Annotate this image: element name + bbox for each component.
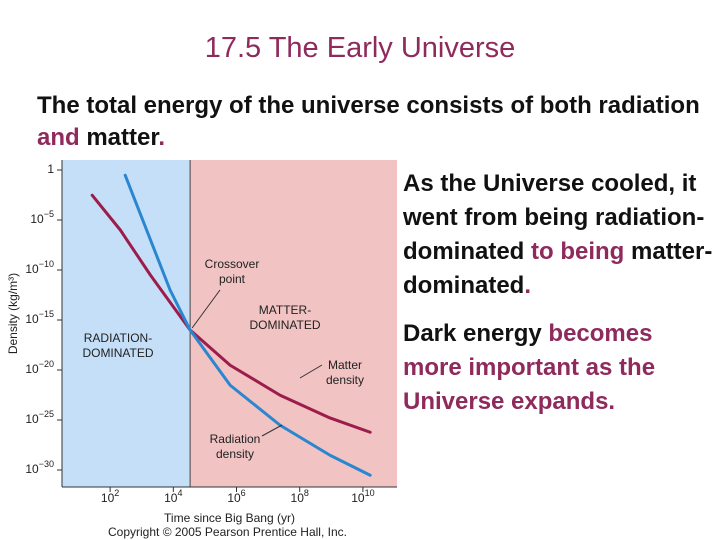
- annotation: MATTER-: [259, 303, 311, 317]
- paragraph: As the Universe cooled, it went from bei…: [403, 167, 713, 303]
- tick-base: 10: [25, 312, 39, 326]
- text-run: .: [524, 272, 532, 299]
- tick-exp: −15: [39, 309, 54, 319]
- density-line: [90, 193, 372, 434]
- y-tick-label: 10−15: [25, 309, 54, 326]
- text-run: and: [37, 124, 87, 151]
- tick-exp: −20: [39, 359, 54, 369]
- tick-base: 10: [227, 491, 241, 505]
- y-tick-label: 10−5: [30, 209, 54, 226]
- text-run: As the Universe cooled, it went from bei…: [403, 170, 705, 265]
- text-run: .: [158, 124, 166, 151]
- intro-text: The total energy of the universe consist…: [37, 90, 707, 154]
- x-tick-label: 104: [164, 488, 182, 505]
- x-tick-label: 108: [291, 488, 309, 505]
- tick-base: 10: [30, 212, 44, 226]
- text-run: becomes more important as the Universe e…: [403, 320, 656, 415]
- paragraph: Dark energy becomes more important as th…: [403, 317, 713, 419]
- annotation: Matter: [328, 358, 362, 372]
- tick-exp: 8: [304, 488, 309, 498]
- y-tick-label: 10−20: [25, 359, 54, 376]
- side-text: As the Universe cooled, it went from bei…: [403, 167, 713, 433]
- tick-base: 10: [351, 491, 365, 505]
- pointer: [261, 424, 283, 437]
- tick-exp: −30: [39, 459, 54, 469]
- tick-exp: 6: [241, 488, 246, 498]
- text-run: The total energy of the universe consist…: [37, 92, 700, 119]
- tick-exp: 10: [365, 488, 375, 498]
- density-line: [123, 173, 372, 477]
- y-tick-label: 10−25: [25, 409, 54, 426]
- y-tick-label: 10−10: [25, 259, 54, 276]
- x-tick-label: 102: [101, 488, 119, 505]
- text-run: to being: [524, 238, 631, 265]
- y-axis-label: Density (kg/m³): [6, 273, 20, 354]
- annotation: density: [326, 373, 364, 387]
- tick-exp: 2: [114, 488, 119, 498]
- annotation: Crossover: [205, 257, 260, 271]
- tick-exp: −25: [39, 409, 54, 419]
- tick-base: 10: [25, 462, 39, 476]
- text-run: matter: [86, 124, 159, 151]
- tick-base: 10: [25, 412, 39, 426]
- credit: Copyright © 2005 Pearson Prentice Hall, …: [108, 525, 347, 539]
- annotation: DOMINATED: [82, 346, 153, 360]
- annotation: RADIATION-: [84, 331, 152, 345]
- tick-base: 10: [164, 491, 178, 505]
- x-tick-label: 1010: [351, 488, 374, 505]
- y-tick-label: 10−30: [25, 459, 54, 476]
- text-run: Dark energy: [403, 320, 542, 347]
- tick-base: 10: [291, 491, 305, 505]
- tick-exp: −5: [44, 209, 54, 219]
- tick-base: 10: [25, 362, 39, 376]
- slide-title: 17.5 The Early Universe: [204, 32, 516, 64]
- pointer: [299, 364, 323, 379]
- annotation: point: [219, 272, 246, 286]
- y-tick-label: 1: [47, 162, 54, 176]
- annotation: Radiation: [210, 432, 261, 446]
- annotation: DOMINATED: [249, 318, 320, 332]
- tick-base: 10: [101, 491, 115, 505]
- tick-exp: −10: [39, 259, 54, 269]
- pointer: [191, 289, 221, 329]
- region: [62, 160, 191, 487]
- x-tick-label: 106: [227, 488, 245, 505]
- annotation: density: [216, 447, 254, 461]
- tick-exp: 4: [177, 488, 182, 498]
- text-run: matter-dominated: [403, 238, 713, 299]
- tick-base: 10: [25, 262, 39, 276]
- x-axis-label: Time since Big Bang (yr): [164, 511, 295, 525]
